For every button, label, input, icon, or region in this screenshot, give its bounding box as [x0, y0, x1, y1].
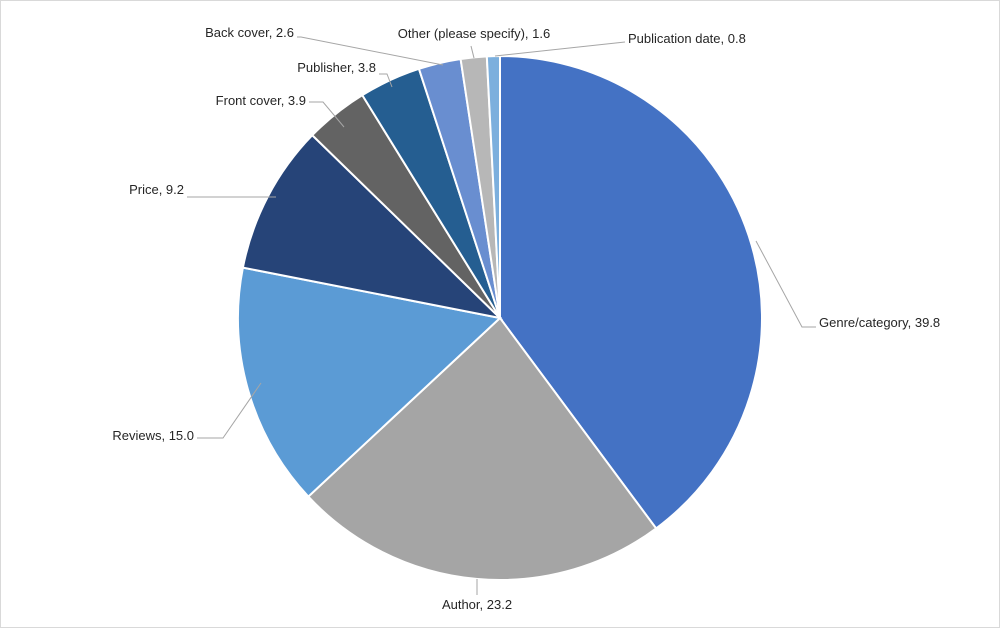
data-label-other-please-specify: Other (please specify), 1.6: [398, 26, 550, 41]
leader-line-other-please-specify: [470, 45, 475, 59]
leader-lines-layer: [187, 36, 816, 595]
data-label-genre-category: Genre/category, 39.8: [819, 315, 940, 330]
slices-layer: [236, 54, 763, 581]
data-label-front-cover: Front cover, 3.9: [216, 93, 306, 108]
leader-line-back-cover: [297, 36, 444, 66]
data-label-price: Price, 9.2: [129, 182, 184, 197]
pie-slice-publication-date: [485, 54, 501, 319]
data-label-back-cover: Back cover, 2.6: [205, 25, 294, 40]
data-labels-layer: Genre/category, 39.8 Author, 23.2 Reviews,…: [112, 25, 940, 612]
data-label-publication-date: Publication date, 0.8: [628, 31, 746, 46]
pie-slice-reviews: [236, 266, 503, 499]
data-label-author: Author, 23.2: [442, 597, 512, 612]
pie-slice-genre-category: [499, 54, 763, 530]
leader-line-publisher: [379, 73, 393, 88]
pie-slice-price: [241, 133, 504, 320]
data-label-publisher: Publisher, 3.8: [297, 60, 376, 75]
data-label-reviews: Reviews, 15.0: [112, 428, 194, 443]
leader-line-genre-category: [755, 240, 816, 328]
pie-slice-author: [306, 316, 658, 581]
leader-line-front-cover: [309, 101, 345, 128]
leader-line-publication-date: [494, 41, 626, 57]
leader-line-reviews: [197, 382, 262, 439]
